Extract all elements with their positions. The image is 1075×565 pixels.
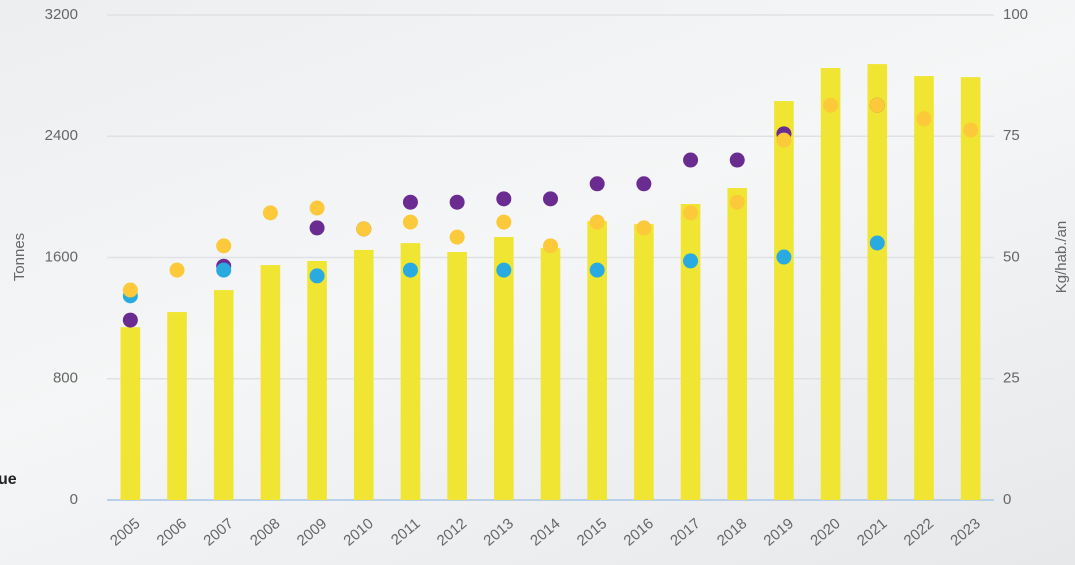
x-tick-label: 2007 — [200, 515, 236, 549]
dot — [589, 214, 605, 230]
bar — [960, 77, 981, 500]
dot — [216, 262, 232, 278]
dot — [543, 238, 558, 254]
x-tick-label: 2008 — [247, 515, 283, 549]
x-tick-label: 2020 — [807, 515, 843, 549]
x-tick-label: 2015 — [574, 515, 610, 549]
dot — [309, 220, 325, 236]
dot — [776, 249, 792, 265]
bar — [447, 252, 467, 500]
bar — [167, 312, 187, 500]
y2-axis-label: Kg/hab./an — [1053, 221, 1070, 294]
dot — [589, 262, 605, 278]
dot — [776, 132, 792, 148]
dot — [496, 191, 512, 207]
dot — [216, 238, 232, 254]
x-tick-label: 2022 — [901, 515, 937, 549]
dot — [683, 205, 699, 221]
bar — [680, 203, 701, 500]
dot — [636, 176, 652, 192]
x-tick-label: 2011 — [388, 515, 424, 549]
x-tick-label: 2023 — [947, 515, 983, 549]
dot — [449, 194, 465, 210]
bar — [774, 101, 794, 501]
bar — [120, 327, 141, 500]
x-tick-label: 2021 — [854, 515, 890, 549]
y-axis-label: Tonnes — [11, 233, 28, 281]
bar — [867, 64, 888, 500]
x-tick-label: 2005 — [107, 515, 143, 549]
dot — [589, 176, 605, 192]
y-tick-label: 2400 — [45, 127, 78, 144]
dot — [729, 194, 745, 210]
x-tick-label: 2006 — [154, 515, 190, 549]
dot — [402, 262, 418, 278]
dot — [402, 214, 418, 230]
bar — [727, 188, 748, 500]
dot — [636, 220, 652, 236]
bar — [540, 248, 561, 500]
dot — [356, 221, 372, 237]
dot — [543, 191, 558, 207]
dot — [869, 97, 885, 113]
y-tick-label: 800 — [53, 370, 78, 387]
x-tick-label: 2013 — [480, 515, 516, 549]
dot — [869, 235, 885, 251]
dot — [963, 122, 979, 138]
bar — [353, 249, 374, 500]
x-tick-label: 2012 — [434, 515, 470, 549]
dot — [262, 205, 278, 221]
dot — [309, 268, 325, 284]
y-tick-label: 3200 — [45, 6, 78, 23]
bar — [400, 243, 421, 500]
dot — [449, 229, 465, 245]
dot — [683, 152, 699, 168]
dot — [122, 312, 138, 328]
x-tick-label: 2018 — [714, 515, 750, 549]
dot — [823, 97, 839, 113]
y-tick-label: 1600 — [45, 248, 78, 265]
dot — [169, 262, 185, 278]
y2-tick-label: 50 — [1003, 248, 1020, 265]
x-tick-label: 2009 — [294, 515, 330, 549]
side-text: ue — [0, 471, 17, 488]
dot — [916, 111, 932, 127]
x-tick-label: 2017 — [667, 515, 703, 549]
bar — [494, 237, 514, 500]
x-tick-label: 2014 — [527, 515, 563, 549]
x-tick-label: 2010 — [340, 515, 376, 549]
y2-tick-label: 0 — [1003, 491, 1011, 508]
dot — [496, 214, 512, 230]
y-tick-label: 0 — [70, 491, 78, 508]
dot — [683, 253, 699, 269]
bar — [587, 221, 607, 500]
dot — [496, 262, 512, 278]
bar — [213, 290, 234, 500]
bar — [634, 224, 654, 500]
x-tick-label: 2016 — [620, 515, 656, 549]
y2-tick-label: 75 — [1003, 127, 1020, 144]
dot — [402, 194, 418, 210]
bar — [914, 76, 934, 501]
bar — [260, 265, 281, 500]
dot — [122, 282, 138, 298]
y2-tick-label: 25 — [1003, 370, 1020, 387]
y2-tick-label: 100 — [1003, 6, 1028, 23]
dot — [309, 200, 325, 216]
x-tick-label: 2019 — [761, 515, 797, 549]
bar — [820, 68, 841, 500]
bar — [307, 260, 327, 500]
dot — [729, 152, 745, 168]
